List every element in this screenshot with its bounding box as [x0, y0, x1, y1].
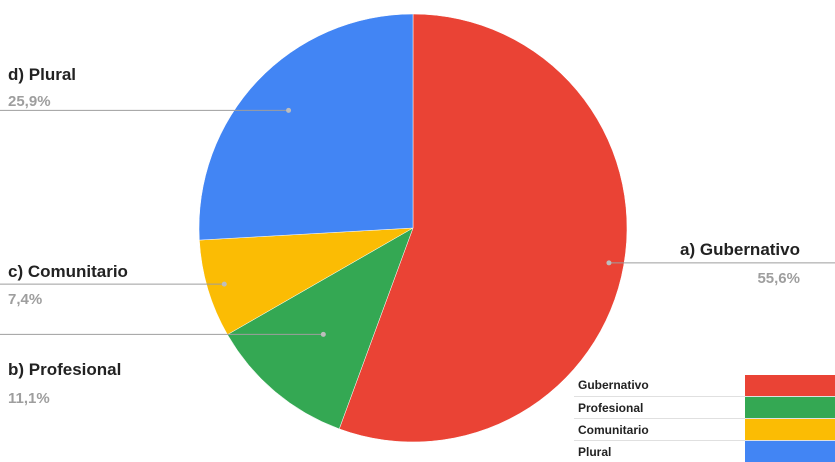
legend-row-gubernativo: Gubernativo [574, 374, 835, 396]
legend: Gubernativo Profesional Comunitario Plural [574, 374, 835, 462]
pie-slice-gubernativo[interactable] [338, 13, 628, 443]
legend-swatch-comunitario [745, 419, 835, 440]
leader-dot-plural [286, 107, 292, 113]
legend-label-plural: Plural [578, 444, 612, 459]
leader-dot-profesional [320, 331, 326, 337]
legend-row-comunitario: Comunitario [574, 418, 835, 440]
legend-swatch-gubernativo [745, 374, 835, 396]
slice-percent-gubernativo: 55,6% [757, 270, 800, 287]
slice-label-profesional: b) Profesional [8, 360, 121, 379]
pie-slice-plural[interactable] [198, 13, 414, 241]
legend-label-profesional: Profesional [578, 400, 644, 415]
legend-label-gubernativo: Gubernativo [578, 378, 649, 392]
legend-label-comunitario: Comunitario [578, 422, 649, 437]
leader-dot-gubernativo [606, 260, 612, 266]
legend-row-plural: Plural [574, 440, 835, 462]
leader-dot-comunitario [221, 281, 227, 287]
legend-swatch-plural [745, 441, 835, 462]
slice-percent-plural: 25,9% [8, 93, 51, 110]
slice-percent-comunitario: 7,4% [8, 291, 42, 308]
slice-label-comunitario: c) Comunitario [8, 262, 128, 281]
slice-label-plural: d) Plural [8, 65, 76, 84]
pie-slice-profesional[interactable] [227, 227, 414, 430]
legend-swatch-profesional [745, 397, 835, 418]
pie-slice-comunitario[interactable] [199, 227, 414, 335]
slice-percent-profesional: 11,1% [8, 390, 50, 407]
slice-label-gubernativo: a) Gubernativo [680, 240, 800, 259]
legend-row-profesional: Profesional [574, 396, 835, 418]
